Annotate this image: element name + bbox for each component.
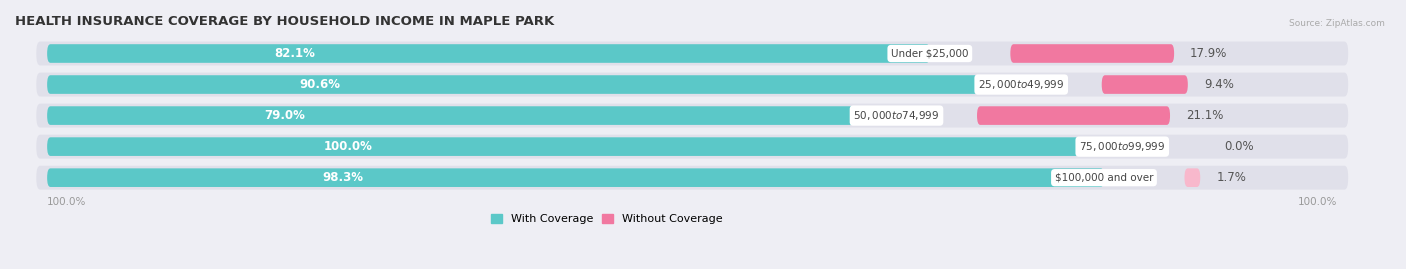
FancyBboxPatch shape: [1011, 44, 1174, 63]
FancyBboxPatch shape: [37, 135, 1348, 159]
FancyBboxPatch shape: [48, 44, 929, 63]
FancyBboxPatch shape: [37, 41, 1348, 65]
FancyBboxPatch shape: [48, 168, 1104, 187]
Text: 0.0%: 0.0%: [1225, 140, 1254, 153]
FancyBboxPatch shape: [48, 75, 1021, 94]
Text: $100,000 and over: $100,000 and over: [1054, 173, 1153, 183]
FancyBboxPatch shape: [37, 166, 1348, 190]
Text: $25,000 to $49,999: $25,000 to $49,999: [979, 78, 1064, 91]
Text: HEALTH INSURANCE COVERAGE BY HOUSEHOLD INCOME IN MAPLE PARK: HEALTH INSURANCE COVERAGE BY HOUSEHOLD I…: [15, 15, 554, 28]
Text: 98.3%: 98.3%: [322, 171, 364, 184]
Text: $50,000 to $74,999: $50,000 to $74,999: [853, 109, 939, 122]
FancyBboxPatch shape: [37, 73, 1348, 97]
Text: 1.7%: 1.7%: [1216, 171, 1246, 184]
Text: Under $25,000: Under $25,000: [891, 48, 969, 59]
Text: Source: ZipAtlas.com: Source: ZipAtlas.com: [1289, 19, 1385, 28]
FancyBboxPatch shape: [37, 104, 1348, 128]
FancyBboxPatch shape: [48, 106, 897, 125]
Text: $75,000 to $99,999: $75,000 to $99,999: [1078, 140, 1166, 153]
FancyBboxPatch shape: [1102, 75, 1188, 94]
Text: 90.6%: 90.6%: [299, 78, 340, 91]
Legend: With Coverage, Without Coverage: With Coverage, Without Coverage: [486, 209, 727, 228]
Text: 17.9%: 17.9%: [1189, 47, 1227, 60]
Text: 79.0%: 79.0%: [264, 109, 305, 122]
Text: 82.1%: 82.1%: [274, 47, 315, 60]
Text: 21.1%: 21.1%: [1187, 109, 1223, 122]
FancyBboxPatch shape: [48, 137, 1122, 156]
Text: 100.0%: 100.0%: [1298, 197, 1337, 207]
FancyBboxPatch shape: [977, 106, 1170, 125]
Text: 100.0%: 100.0%: [48, 197, 87, 207]
FancyBboxPatch shape: [1184, 168, 1201, 187]
Text: 9.4%: 9.4%: [1204, 78, 1233, 91]
Text: 100.0%: 100.0%: [323, 140, 373, 153]
